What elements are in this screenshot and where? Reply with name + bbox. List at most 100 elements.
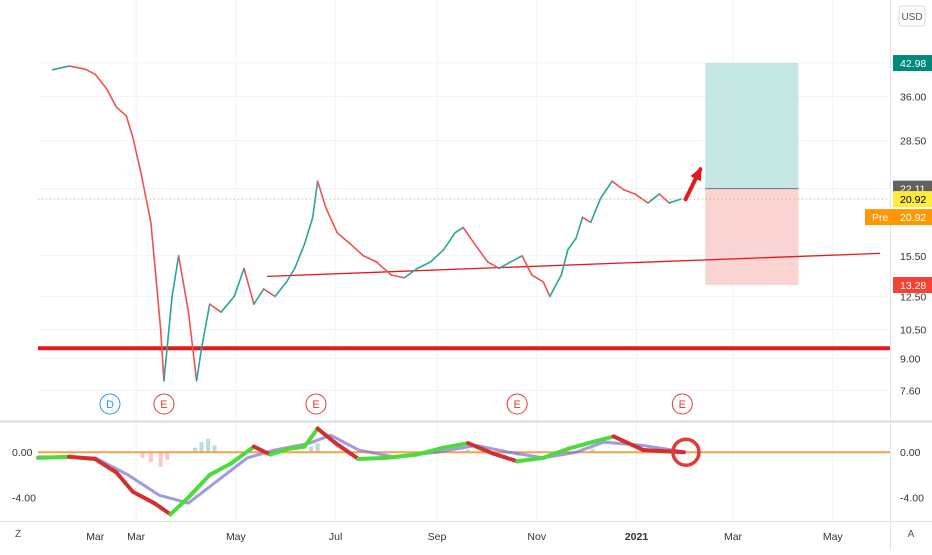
- price-segment: [454, 226, 464, 234]
- price-segment: [253, 288, 265, 305]
- price-segment: [658, 193, 671, 204]
- price-segment: [575, 216, 584, 240]
- target-price-badge-bg: [893, 55, 932, 72]
- price-tick-label: 15.50: [900, 251, 926, 263]
- oscillator-fast-segment: [384, 452, 420, 460]
- oscillator-fast-segment: [333, 441, 361, 462]
- pre-market-badge-bg: [865, 209, 932, 226]
- price-segment: [531, 274, 545, 283]
- price-axis[interactable]: 42.9836.0028.5022.1120.9215.5012.5010.50…: [12, 55, 932, 504]
- oscillator-fast-segment: [590, 434, 616, 445]
- price-segment: [509, 254, 523, 263]
- event-marker: [671, 393, 693, 415]
- histogram-bar: [212, 445, 217, 453]
- price-segment: [154, 274, 162, 331]
- oscillator-fast-segment: [565, 440, 595, 451]
- price-segment: [611, 180, 625, 191]
- event-label: E: [513, 399, 520, 411]
- up-arrow-icon: [690, 166, 702, 182]
- time-tick-label: Mar: [86, 531, 105, 543]
- price-segment: [325, 206, 339, 234]
- time-tick-label: Sep: [428, 531, 447, 543]
- price-segment: [549, 274, 563, 298]
- currency-badge[interactable]: [898, 5, 926, 27]
- time-tick-label: Nov: [527, 531, 546, 543]
- time-tick-label: Jul: [329, 531, 342, 543]
- price-tick-label: 7.60: [900, 385, 921, 397]
- oscillator-fast-segment: [93, 457, 119, 475]
- oscillator-left-tick-label: -4.00: [12, 492, 36, 504]
- pre-market-value: 20.92: [900, 212, 926, 224]
- price-segment: [589, 197, 602, 224]
- price-tick-label: 36.00: [900, 92, 926, 104]
- event-label: E: [160, 399, 167, 411]
- price-segment: [68, 65, 87, 71]
- price-series: [51, 65, 682, 382]
- event-marker: [99, 393, 121, 415]
- price-segment: [163, 295, 173, 382]
- histogram-bar: [199, 442, 204, 453]
- price-segment: [311, 180, 319, 219]
- oscillator-tick-label: 0.00: [900, 447, 921, 459]
- price-segment: [567, 237, 577, 251]
- histogram-bar: [165, 452, 170, 461]
- oscillator-fast-segment: [207, 461, 233, 477]
- price-segment: [177, 254, 190, 313]
- event-label: D: [106, 399, 114, 411]
- price-segment: [634, 193, 649, 204]
- price-segment: [195, 347, 203, 382]
- price-tick-label: 9.00: [900, 354, 921, 366]
- histogram-bar: [192, 447, 197, 453]
- oscillator-fast-segment: [466, 441, 495, 456]
- oscillator-fast-segment: [541, 446, 570, 460]
- histogram-bar: [140, 452, 145, 458]
- price-segment: [416, 261, 432, 270]
- time-axis[interactable]: Mar May Jul Sep Nov 2021 Mar May Mar: [86, 531, 843, 543]
- time-tick-label: 2021: [625, 531, 649, 543]
- histogram-bar: [315, 443, 320, 453]
- time-tick-label: May: [226, 531, 247, 543]
- oscillator-fast-segment: [168, 495, 191, 517]
- oscillator-fast-segment: [302, 426, 320, 449]
- time-tick-label: Mar: [127, 531, 146, 543]
- oscillator-fast-segment: [36, 454, 72, 460]
- auto-scale-button[interactable]: A: [908, 529, 915, 540]
- price-segment: [285, 267, 296, 283]
- price-segment: [336, 232, 352, 245]
- price-segment: [51, 65, 70, 71]
- price-segment: [581, 216, 592, 224]
- price-segment: [390, 274, 406, 279]
- price-segment: [429, 248, 445, 263]
- price-segment: [521, 254, 533, 276]
- oscillator-fast-segment: [286, 444, 307, 451]
- timezone-button[interactable]: Z: [15, 529, 21, 540]
- price-segment: [442, 232, 456, 251]
- last-price-badge-bg: [893, 191, 932, 208]
- oscillator-fast-segment: [251, 444, 273, 457]
- price-segment: [159, 328, 165, 382]
- price-segment: [498, 261, 512, 270]
- position-zones: [705, 63, 799, 285]
- price-segment: [349, 243, 365, 257]
- target-zone: [705, 63, 799, 189]
- price-segment: [403, 267, 419, 279]
- price-segment: [220, 295, 236, 313]
- pre-market-label: Pre: [872, 212, 889, 224]
- price-segment: [542, 281, 551, 298]
- oscillator-fast-segment: [356, 455, 389, 462]
- price-segment: [375, 261, 393, 276]
- trendline-layer: [266, 252, 881, 278]
- oscillator-pane: [36, 426, 890, 517]
- stop-price-badge-bg: [893, 276, 932, 293]
- oscillator-slow-line: [37, 433, 685, 505]
- price-segment: [200, 303, 211, 350]
- oscillator-fast-segment: [186, 472, 212, 500]
- oscillator-left-tick-label: 0.00: [12, 447, 33, 459]
- trendline: [266, 252, 881, 278]
- price-segment: [274, 281, 288, 298]
- price-segment: [647, 193, 661, 204]
- price-segment: [208, 303, 222, 313]
